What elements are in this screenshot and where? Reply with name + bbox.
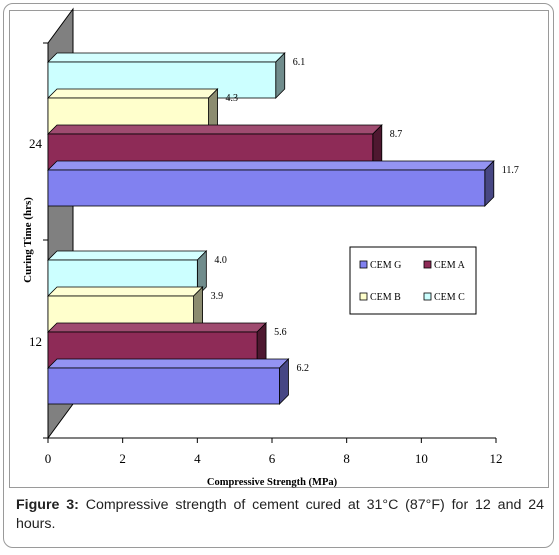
bar-top-face bbox=[47, 322, 268, 333]
bar-data-label: 5.6 bbox=[274, 327, 287, 338]
legend-entry: CEM C bbox=[434, 292, 465, 303]
x-tick-label: 2 bbox=[119, 451, 126, 466]
caption-text: Compressive strength of cement cured at … bbox=[16, 497, 544, 532]
bar-top-face bbox=[47, 250, 208, 261]
bar-top-face bbox=[47, 52, 286, 63]
caption-label: Figure 3: bbox=[16, 497, 79, 513]
y-tick-label: 12 bbox=[29, 334, 42, 349]
x-tick-label: 4 bbox=[194, 451, 201, 466]
legend-swatch bbox=[359, 260, 368, 269]
legend-entry: CEM B bbox=[370, 292, 401, 303]
bar-data-label: 4.0 bbox=[214, 255, 227, 266]
x-tick-label: 0 bbox=[45, 451, 52, 466]
bar-top-face bbox=[47, 124, 383, 135]
legend-entry: CEM G bbox=[370, 260, 401, 271]
bar-top-face bbox=[47, 286, 204, 297]
y-tick-label: 24 bbox=[29, 136, 43, 151]
bar-data-label: 4.3 bbox=[226, 93, 239, 104]
legend-swatch bbox=[359, 292, 368, 301]
bar-data-label: 8.7 bbox=[390, 129, 403, 140]
x-axis-title: Compressive Strength (MPa) bbox=[207, 477, 338, 488]
bar-cem-g bbox=[47, 367, 280, 405]
legend-swatch bbox=[423, 260, 432, 269]
bar-top-face bbox=[47, 160, 495, 171]
x-tick-label: 6 bbox=[269, 451, 276, 466]
x-tick-label: 12 bbox=[490, 451, 503, 466]
y-axis-title: Curing Time (hrs) bbox=[22, 197, 34, 283]
x-tick-label: 8 bbox=[343, 451, 350, 466]
bar-chart: 0 2 4 6 8 10 12124.03.95.66.2246.14.38.711.7Co… bbox=[22, 7, 519, 488]
bar-data-label: 6.2 bbox=[296, 363, 309, 374]
bar-top-face bbox=[47, 88, 219, 99]
bar-data-label: 3.9 bbox=[211, 291, 224, 302]
bar-data-label: 11.7 bbox=[502, 165, 519, 176]
bar-data-label: 6.1 bbox=[293, 57, 306, 68]
figure-caption: Figure 3: Compressive strength of cement… bbox=[16, 496, 544, 534]
legend-box bbox=[349, 246, 477, 315]
legend-entry: CEM A bbox=[434, 260, 466, 271]
x-tick-label: 10 bbox=[415, 451, 428, 466]
bar-top-face bbox=[47, 358, 290, 369]
bar-cem-g bbox=[47, 169, 486, 207]
legend-swatch bbox=[423, 292, 432, 301]
